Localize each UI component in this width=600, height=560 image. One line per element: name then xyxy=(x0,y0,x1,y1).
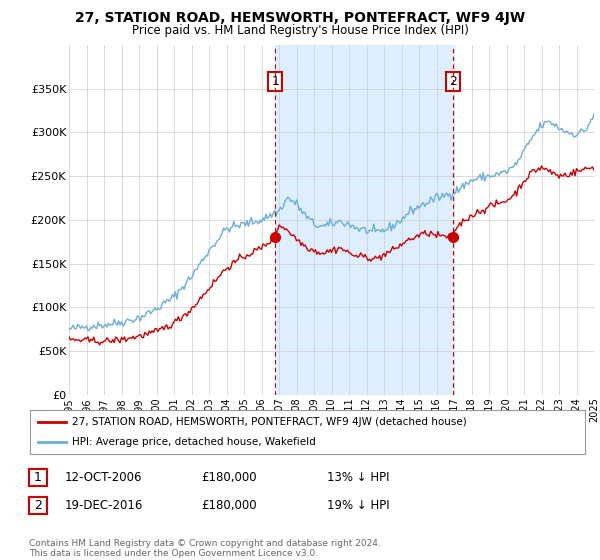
Text: 2: 2 xyxy=(34,498,42,512)
Bar xyxy=(275,45,454,395)
Text: Contains HM Land Registry data © Crown copyright and database right 2024.
This d: Contains HM Land Registry data © Crown c… xyxy=(29,539,380,558)
Text: 2: 2 xyxy=(449,75,457,88)
Text: HPI: Average price, detached house, Wakefield: HPI: Average price, detached house, Wake… xyxy=(71,437,316,447)
Text: 1: 1 xyxy=(271,75,279,88)
Text: 1: 1 xyxy=(34,470,42,484)
Text: 27, STATION ROAD, HEMSWORTH, PONTEFRACT, WF9 4JW: 27, STATION ROAD, HEMSWORTH, PONTEFRACT,… xyxy=(75,11,525,25)
Text: £180,000: £180,000 xyxy=(201,498,257,512)
Text: 19% ↓ HPI: 19% ↓ HPI xyxy=(327,498,389,512)
Text: 27, STATION ROAD, HEMSWORTH, PONTEFRACT, WF9 4JW (detached house): 27, STATION ROAD, HEMSWORTH, PONTEFRACT,… xyxy=(71,417,466,427)
Text: 13% ↓ HPI: 13% ↓ HPI xyxy=(327,470,389,484)
Text: £180,000: £180,000 xyxy=(201,470,257,484)
Text: Price paid vs. HM Land Registry's House Price Index (HPI): Price paid vs. HM Land Registry's House … xyxy=(131,24,469,36)
Text: 19-DEC-2016: 19-DEC-2016 xyxy=(65,498,143,512)
Text: 12-OCT-2006: 12-OCT-2006 xyxy=(65,470,142,484)
